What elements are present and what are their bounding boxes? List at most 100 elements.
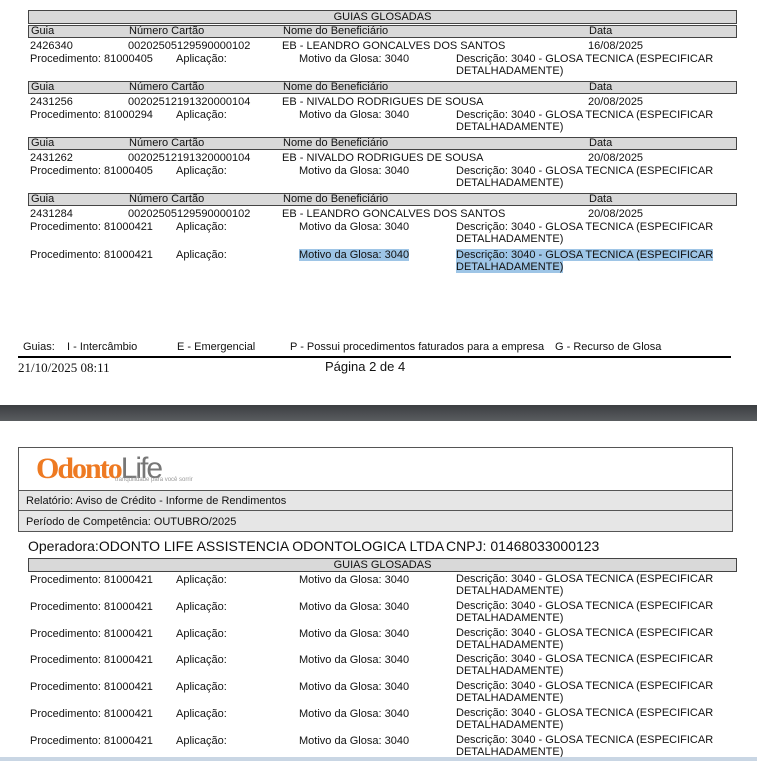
aplicacao: Aplicação: [176,600,227,613]
logo-tagline: tranquilidade para você sorrir [115,477,193,483]
guia-cartao: 00202512191320000104 [128,152,251,164]
procedimento: Procedimento: 81000421 [30,627,153,640]
procedimento: Procedimento: 81000421 [30,734,153,747]
report-header-box: OdontoLife tranquilidade para você sorri… [18,447,733,532]
descricao-cont: DETALHADAMENTE) [456,121,564,133]
descricao: Descrição: 3040 - GLOSA TECNICA (ESPECIF… [456,573,714,585]
descricao-cont: DETALHADAMENTE) [456,638,564,651]
descricao: Descrição: 3040 - GLOSA TECNICA (ESPECIF… [456,165,714,177]
legend-recurso: G - Recurso de Glosa [555,341,662,353]
descricao: Descrição: 3040 - GLOSA TECNICA (ESPECIF… [456,733,714,746]
procedimento: Procedimento: 81000421 [30,574,153,586]
legend-possui: P - Possui procedimentos faturados para … [290,341,545,353]
descricao-cont: DETALHADAMENTE) [456,233,564,245]
col-header-cartao: Número Cartão [129,137,205,149]
aplicacao: Aplicação: [176,708,227,720]
aplicacao: Aplicação: [176,109,227,121]
col-header-data: Data [589,81,613,93]
page-gap [0,405,757,421]
descricao: Descrição: 3040 - GLOSA TECNICA (ESPECIF… [456,249,714,261]
guia-guia: 2431256 [30,96,73,108]
guia-cartao: 00202512191320000104 [128,96,251,108]
timestamp: 21/10/2025 08:11 [18,360,110,375]
guia-nome: EB - NIVALDO RODRIGUES DE SOUSA [282,152,484,164]
col-header-cartao: Número Cartão [129,25,205,37]
descricao: Descrição: 3040 - GLOSA TECNICA (ESPECIF… [456,626,714,639]
page-number: Página 2 de 4 [325,359,406,374]
guia-cartao: 00202505129590000102 [128,208,251,220]
col-header-guia: Guia [31,193,55,205]
motivo-glosa: Motivo da Glosa: 3040 [299,681,410,694]
descricao: Descrição: 3040 - GLOSA TECNICA (ESPECIF… [456,53,714,65]
aplicacao: Aplicação: [176,221,227,233]
operadora: Operadora:ODONTO LIFE ASSISTENCIA ODONTO… [28,538,445,554]
relatorio-row: Relatório: Aviso de Crédito - Informe de… [19,490,732,511]
aplicacao: Aplicação: [176,627,227,640]
guia-cartao: 00202505129590000102 [128,40,251,52]
section-title: GUIAS GLOSADAS [28,10,737,24]
col-header-cartao: Número Cartão [129,81,205,93]
motivo-glosa: Motivo da Glosa: 3040 [299,654,410,667]
aplicacao: Aplicação: [176,165,227,177]
motivo-glosa: Motivo da Glosa: 3040 [299,249,410,261]
footer-divider [18,356,731,358]
descricao: Descrição: 3040 - GLOSA TECNICA (ESPECIF… [456,680,714,693]
section-title-2: GUIAS GLOSADAS [28,558,737,572]
col-header-guia: Guia [31,25,55,37]
guia-guia: 2431262 [30,152,73,164]
odontolife-logo: OdontoLife [36,452,163,485]
descricao-cont: DETALHADAMENTE) [456,65,564,77]
procedimento: Procedimento: 81000405 [30,165,153,177]
procedimento: Procedimento: 81000421 [30,221,153,233]
column-header-row: Guia Número Cartão Nome do Beneficiário Dat… [28,193,737,206]
periodo-row: Período de Competência: OUTUBRO/2025 [19,511,732,531]
column-header-row: Guia Número Cartão Nome do Beneficiário Dat… [28,137,737,150]
col-header-guia: Guia [31,81,55,93]
procedimento: Procedimento: 81000294 [30,109,153,121]
descricao-cont: DETALHADAMENTE) [456,611,564,624]
col-header-nome: Nome do Beneficiário [283,193,389,205]
descricao-cont: DETALHADAMENTE) [456,261,564,273]
guia-nome: EB - LEANDRO GONCALVES DOS SANTOS [282,208,506,220]
col-header-cartao: Número Cartão [129,193,205,205]
motivo-glosa: Motivo da Glosa: 3040 [299,708,410,720]
motivo-glosa: Motivo da Glosa: 3040 [299,600,410,613]
procedimento: Procedimento: 81000421 [30,681,153,694]
descricao: Descrição: 3040 - GLOSA TECNICA (ESPECIF… [456,109,714,121]
descricao-cont: DETALHADAMENTE) [456,585,564,597]
aplicacao: Aplicação: [176,681,227,694]
col-header-guia: Guia [31,137,55,149]
aplicacao: Aplicação: [176,249,227,261]
column-header-row: Guia Número Cartão Nome do Beneficiário Dat… [28,25,737,38]
col-header-nome: Nome do Beneficiário [283,137,389,149]
col-header-data: Data [589,137,613,149]
procedimento: Procedimento: 81000421 [30,708,153,720]
guia-data: 20/08/2025 [588,152,644,164]
guia-nome: EB - LEANDRO GONCALVES DOS SANTOS [282,40,506,52]
procedimento: Procedimento: 81000405 [30,53,153,65]
cnpj: CNPJ: 01468033000123 [446,538,600,554]
motivo-glosa: Motivo da Glosa: 3040 [299,574,410,586]
aplicacao: Aplicação: [176,734,227,747]
descricao-cont: DETALHADAMENTE) [456,177,564,189]
descricao-cont: DETALHADAMENTE) [456,665,564,678]
column-header-row: Guia Número Cartão Nome do Beneficiário Dat… [28,81,737,94]
motivo-glosa: Motivo da Glosa: 3040 [299,627,410,640]
legend-intercambio: I - Intercâmbio [67,341,138,353]
aplicacao: Aplicação: [176,574,227,586]
legend-emergencial: E - Emergencial [177,341,256,353]
guia-data: 20/08/2025 [588,208,644,220]
aplicacao: Aplicação: [176,654,227,667]
guia-guia: 2426340 [30,40,73,52]
motivo-glosa: Motivo da Glosa: 3040 [299,221,410,233]
descricao-cont: DETALHADAMENTE) [456,719,564,731]
motivo-glosa: Motivo da Glosa: 3040 [299,165,410,177]
descricao: Descrição: 3040 - GLOSA TECNICA (ESPECIF… [456,707,714,719]
descricao-cont: DETALHADAMENTE) [456,692,564,705]
descricao: Descrição: 3040 - GLOSA TECNICA (ESPECIF… [456,653,714,666]
procedimento: Procedimento: 81000421 [30,600,153,613]
guia-nome: EB - NIVALDO RODRIGUES DE SOUSA [282,96,484,108]
legend-guias: Guias: [23,341,55,353]
motivo-glosa: Motivo da Glosa: 3040 [299,734,410,747]
col-header-nome: Nome do Beneficiário [283,81,389,93]
